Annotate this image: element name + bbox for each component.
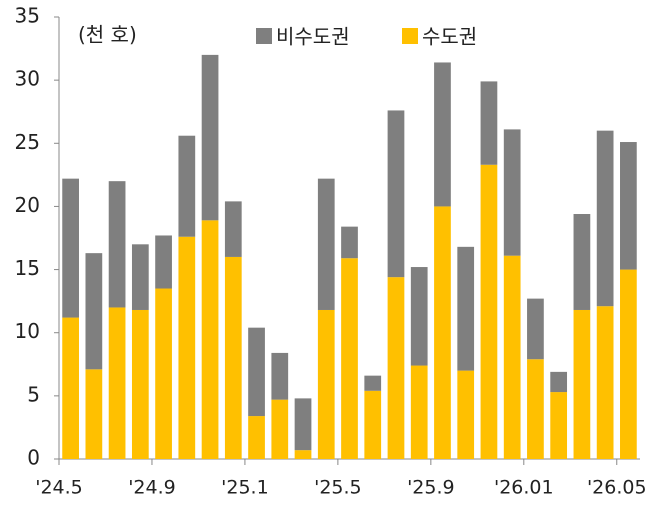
bar-segment bbox=[503, 255, 521, 459]
bar-segment bbox=[573, 214, 591, 310]
x-tick-label: '25.1 bbox=[221, 477, 269, 499]
bar-segment bbox=[294, 398, 312, 451]
bar-segment bbox=[85, 253, 103, 370]
x-tick-label: '26.05 bbox=[587, 477, 647, 499]
bar-segment bbox=[224, 256, 242, 459]
bar-segment bbox=[596, 306, 614, 459]
bar-segment bbox=[178, 236, 196, 459]
bar-segment bbox=[596, 130, 614, 307]
y-tick-label: 30 bbox=[15, 67, 40, 91]
bar-segment bbox=[503, 129, 521, 256]
bar-segment bbox=[248, 327, 265, 417]
bar-segment bbox=[387, 110, 405, 278]
bar-segment bbox=[573, 309, 591, 459]
y-tick-label: 35 bbox=[15, 4, 40, 28]
x-tick-label: '24.9 bbox=[128, 477, 176, 499]
bar-segment bbox=[457, 246, 475, 371]
bar-segment bbox=[550, 392, 568, 459]
bar-segment bbox=[155, 288, 172, 459]
bar-segment bbox=[201, 220, 219, 459]
bar-segment bbox=[155, 235, 172, 289]
bar-segment bbox=[364, 390, 382, 459]
bar-segment bbox=[550, 371, 568, 393]
bar-segment bbox=[224, 201, 242, 257]
bar-segment bbox=[201, 54, 219, 221]
legend-swatch bbox=[256, 28, 272, 44]
bar-segment bbox=[178, 135, 196, 237]
bar-segment bbox=[108, 181, 126, 308]
bar-segment bbox=[294, 450, 312, 459]
bar-segment bbox=[527, 359, 544, 459]
bar-segment bbox=[620, 269, 637, 459]
bar-segment bbox=[62, 178, 79, 318]
bar-segment bbox=[341, 258, 358, 459]
y-tick-label: 15 bbox=[15, 256, 40, 280]
bar-segment bbox=[410, 267, 428, 366]
bar-segment bbox=[434, 62, 451, 207]
legend-label: 수도권 bbox=[422, 25, 477, 49]
bar-segment bbox=[85, 369, 103, 459]
unit-label: (천 호) bbox=[78, 23, 137, 47]
bar-segment bbox=[480, 81, 498, 165]
legend-label: 비수도권 bbox=[276, 25, 350, 49]
bar-segment bbox=[457, 370, 475, 459]
bar-segment bbox=[620, 142, 637, 270]
x-tick-label: '26.01 bbox=[494, 477, 554, 499]
x-tick-label: '25.5 bbox=[314, 477, 362, 499]
bar-segment bbox=[480, 164, 498, 460]
y-tick-label: 5 bbox=[27, 382, 40, 406]
legend-swatch bbox=[402, 28, 418, 44]
bar-segment bbox=[434, 206, 451, 459]
bar-segment bbox=[248, 416, 265, 459]
y-tick-label: 10 bbox=[15, 319, 40, 343]
bar-segment bbox=[410, 365, 428, 459]
bar-segment bbox=[271, 399, 289, 459]
bar-segment bbox=[131, 309, 149, 459]
bar-segment bbox=[271, 352, 289, 400]
bar-segment bbox=[317, 178, 335, 310]
x-tick-label: '24.5 bbox=[35, 477, 83, 499]
y-tick-label: 25 bbox=[15, 130, 40, 154]
bar-segment bbox=[62, 317, 79, 459]
y-tick-label: 0 bbox=[27, 446, 40, 470]
bar-segment bbox=[131, 244, 149, 310]
x-tick-label: '25.9 bbox=[407, 477, 455, 499]
bar-segment bbox=[387, 277, 405, 459]
bar-segment bbox=[341, 226, 358, 259]
bar-segment bbox=[527, 298, 544, 360]
bar-segment bbox=[108, 307, 126, 459]
bar-segment bbox=[364, 375, 382, 391]
y-tick-label: 20 bbox=[15, 193, 40, 217]
bar-segment bbox=[317, 309, 335, 459]
